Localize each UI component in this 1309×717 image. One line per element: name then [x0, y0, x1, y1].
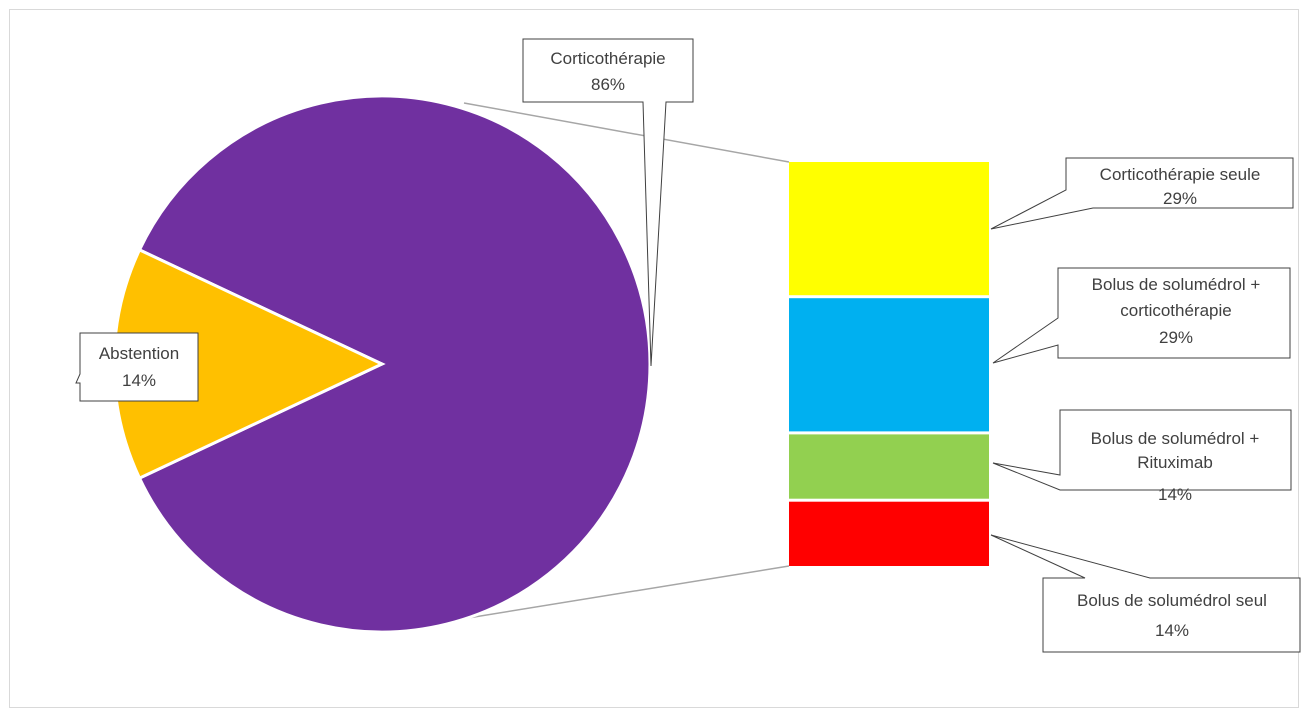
- data-label-callouts: Corticothérapie 86% Abstention 14% Corti…: [75, 38, 1301, 653]
- bar-segment-corticotherapie-seule: [789, 162, 989, 296]
- callout-label-bolus-seul: Bolus de solumédrol seul: [1077, 591, 1267, 610]
- bar-segment-bolus-rituximab: [789, 434, 989, 499]
- callout-label-bolus-corticotherapie-1: Bolus de solumédrol +: [1092, 275, 1261, 294]
- callout-box-bolus-rituximab: [992, 409, 1292, 491]
- callout-label-corticotherapie-seule: Corticothérapie seule: [1100, 165, 1261, 184]
- callout-bolus-seul: Bolus de solumédrol seul 14%: [990, 534, 1301, 653]
- callout-label-bolus-corticotherapie-2: corticothérapie: [1120, 301, 1232, 320]
- bar-segment-bolus-seul: [789, 501, 989, 566]
- stacked-bar: [789, 162, 989, 566]
- callout-box-bolus-corticotherapie: [992, 267, 1291, 364]
- callout-bolus-rituximab: Bolus de solumédrol + Rituximab 14%: [992, 409, 1292, 504]
- bar-segment-bolus-corticotherapie: [789, 298, 989, 432]
- callout-label-bolus-rituximab-2: Rituximab: [1137, 453, 1213, 472]
- callout-box-abstention: [75, 332, 199, 402]
- callout-bolus-corticotherapie: Bolus de solumédrol + corticothérapie 29…: [992, 267, 1291, 364]
- pie-slice-corticotherapie: [137, 94, 652, 634]
- callout-box-bolus-seul: [990, 534, 1301, 653]
- callout-box-corticotherapie: [522, 38, 694, 367]
- pie-slices: [112, 94, 652, 634]
- callout-value-bolus-rituximab: 14%: [1158, 485, 1192, 504]
- callout-corticotherapie-seule: Corticothérapie seule 29%: [990, 157, 1294, 230]
- callout-value-bolus-seul: 14%: [1155, 621, 1189, 640]
- callout-corticotherapie: Corticothérapie 86%: [522, 38, 694, 367]
- callout-abstention: Abstention 14%: [75, 332, 199, 402]
- callout-value-abstention: 14%: [122, 371, 156, 390]
- callout-value-corticotherapie-seule: 29%: [1163, 189, 1197, 208]
- callout-label-abstention: Abstention: [99, 344, 179, 363]
- callout-value-bolus-corticotherapie: 29%: [1159, 328, 1193, 347]
- callout-value-corticotherapie: 86%: [591, 75, 625, 94]
- connector-line-bottom: [424, 565, 790, 626]
- callout-label-bolus-rituximab-1: Bolus de solumédrol +: [1091, 429, 1260, 448]
- connector-line-top: [463, 102, 790, 163]
- callout-box-corticotherapie-seule: [990, 157, 1294, 230]
- connector-lines: [424, 102, 790, 626]
- callout-label-corticotherapie: Corticothérapie: [550, 49, 665, 68]
